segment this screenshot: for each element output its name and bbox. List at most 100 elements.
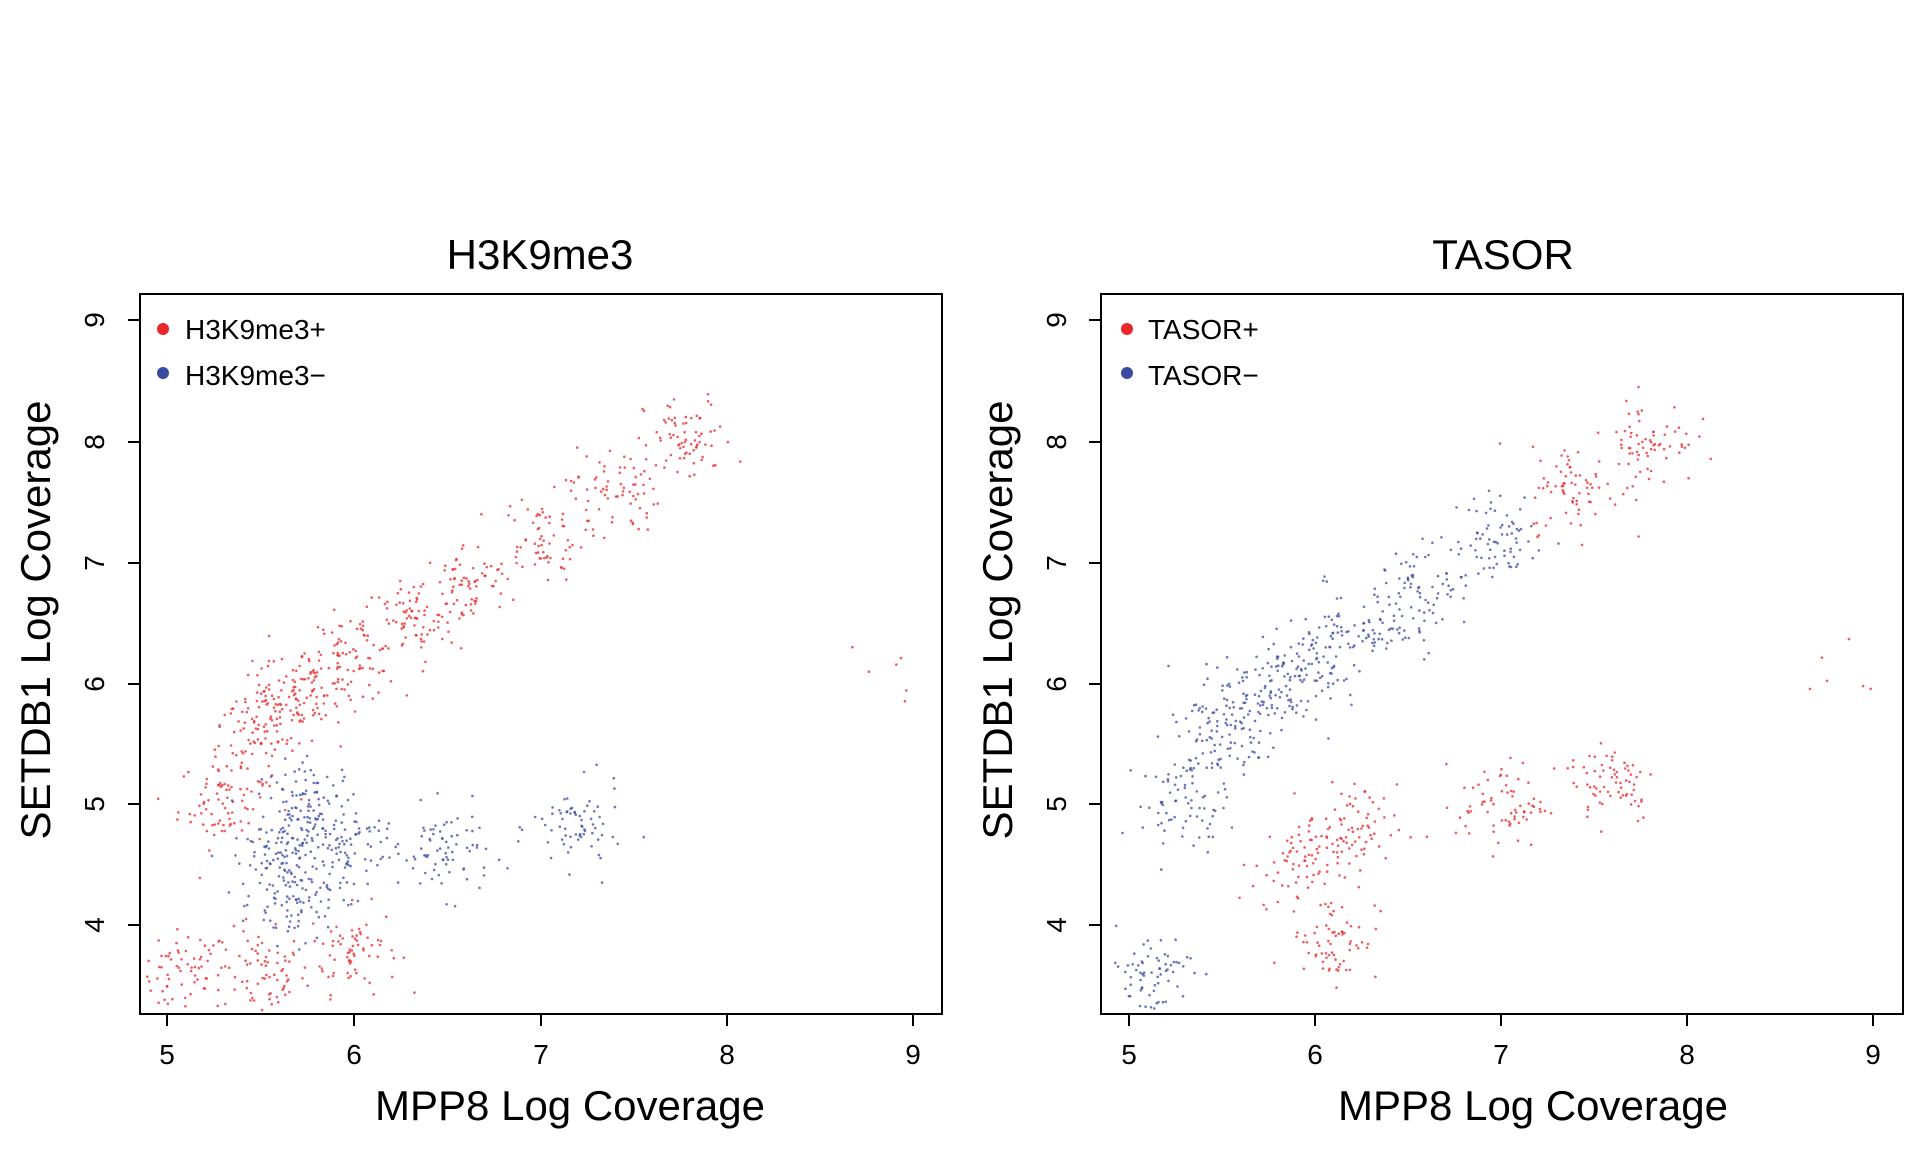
scatter-point [313,939,317,943]
scatter-point [336,661,340,665]
scatter-point [550,829,553,832]
scatter-point [344,641,347,644]
scatter-point [1635,775,1638,779]
scatter-point [335,794,339,797]
scatter-point [1519,804,1522,808]
scatter-point [1487,524,1490,527]
scatter-point [1383,816,1386,819]
scatter-point [267,683,271,687]
scatter-point [458,563,462,566]
scatter-point [1569,471,1573,474]
scatter-point [1365,816,1368,820]
scatter-point [1292,910,1296,913]
scatter-point [668,432,672,436]
scatter-point [1259,704,1262,707]
scatter-point [277,874,281,878]
scatter-point [489,564,493,568]
scatter-point [1321,579,1325,583]
scatter-point [256,982,260,986]
scatter-point [1366,824,1369,827]
scatter-point [289,709,292,712]
scatter-point [376,938,380,942]
scatter-point [1584,478,1588,482]
scatter-point [1185,769,1188,772]
scatter-point [1490,796,1493,800]
scatter-point [1307,824,1311,827]
scatter-point [260,1008,264,1012]
scatter-point [275,717,279,721]
scatter-point [1208,720,1211,723]
scatter-point [451,589,454,592]
scatter-point [1321,960,1325,964]
scatter-point [1355,854,1358,858]
scatter-point [363,977,366,980]
scatter-point [333,644,336,647]
scatter-point [1597,486,1601,489]
scatter-point [289,736,293,740]
scatter-point [276,961,279,965]
scatter-point [1155,1001,1159,1005]
scatter-point [1377,807,1381,811]
scatter-point [266,961,270,964]
scatter-point [1368,796,1371,799]
scatter-point [1635,434,1639,437]
scatter-point [1317,944,1321,947]
scatter-point [280,836,284,840]
scatter-point [1149,1006,1153,1009]
scatter-point [1318,676,1322,680]
scatter-point [1617,790,1620,794]
scatter-point [292,693,296,697]
scatter-point [1598,801,1602,804]
scatter-point [706,399,710,403]
scatter-point [1335,614,1339,618]
scatter-point [1166,780,1170,783]
scatter-point [1492,824,1495,827]
scatter-point [1480,556,1483,560]
scatter-point [1256,702,1260,705]
scatter-point [1206,827,1209,830]
scatter-point [600,881,604,884]
scatter-point [684,438,688,442]
scatter-point [166,973,169,977]
scatter-point [1394,602,1398,605]
scatter-point [1336,678,1339,682]
scatter-point [1566,455,1569,458]
scatter-point [205,782,208,786]
scatter-point [1139,978,1142,982]
scatter-point [1518,508,1522,511]
scatter-point [1630,793,1633,796]
scatter-point [1324,624,1328,628]
scatter-point [1272,746,1275,749]
scatter-point [322,864,326,867]
scatter-point [1582,765,1586,769]
scatter-point [1156,981,1160,985]
scatter-point [405,859,408,862]
scatter-point [568,545,571,549]
x-axis: 5 6 7 8 9 [1121,1014,1881,1070]
scatter-point [245,787,249,791]
scatter-point [1236,757,1239,760]
scatter-point [648,477,652,481]
scatter-point [281,967,285,971]
scatter-point [1311,638,1315,642]
scatter-point [317,659,321,662]
scatter-point [249,839,253,843]
scatter-point [712,464,715,468]
x-tick-label: 6 [346,1039,362,1070]
scatter-point [1142,974,1146,977]
scatter-point [1652,444,1655,447]
scatter-point [480,512,483,516]
scatter-point [1441,618,1444,621]
scatter-point [668,405,672,409]
scatter-point [1637,385,1640,389]
scatter-point [603,536,606,540]
scatter-point [223,965,227,968]
scatter-point [1363,847,1366,850]
scatter-point [161,989,164,993]
scatter-point [268,997,271,1001]
scatter-point [520,498,524,502]
plot-frame [1100,293,1904,1015]
scatter-point [291,749,294,752]
scatter-point [329,993,332,997]
scatter-point [327,802,331,805]
